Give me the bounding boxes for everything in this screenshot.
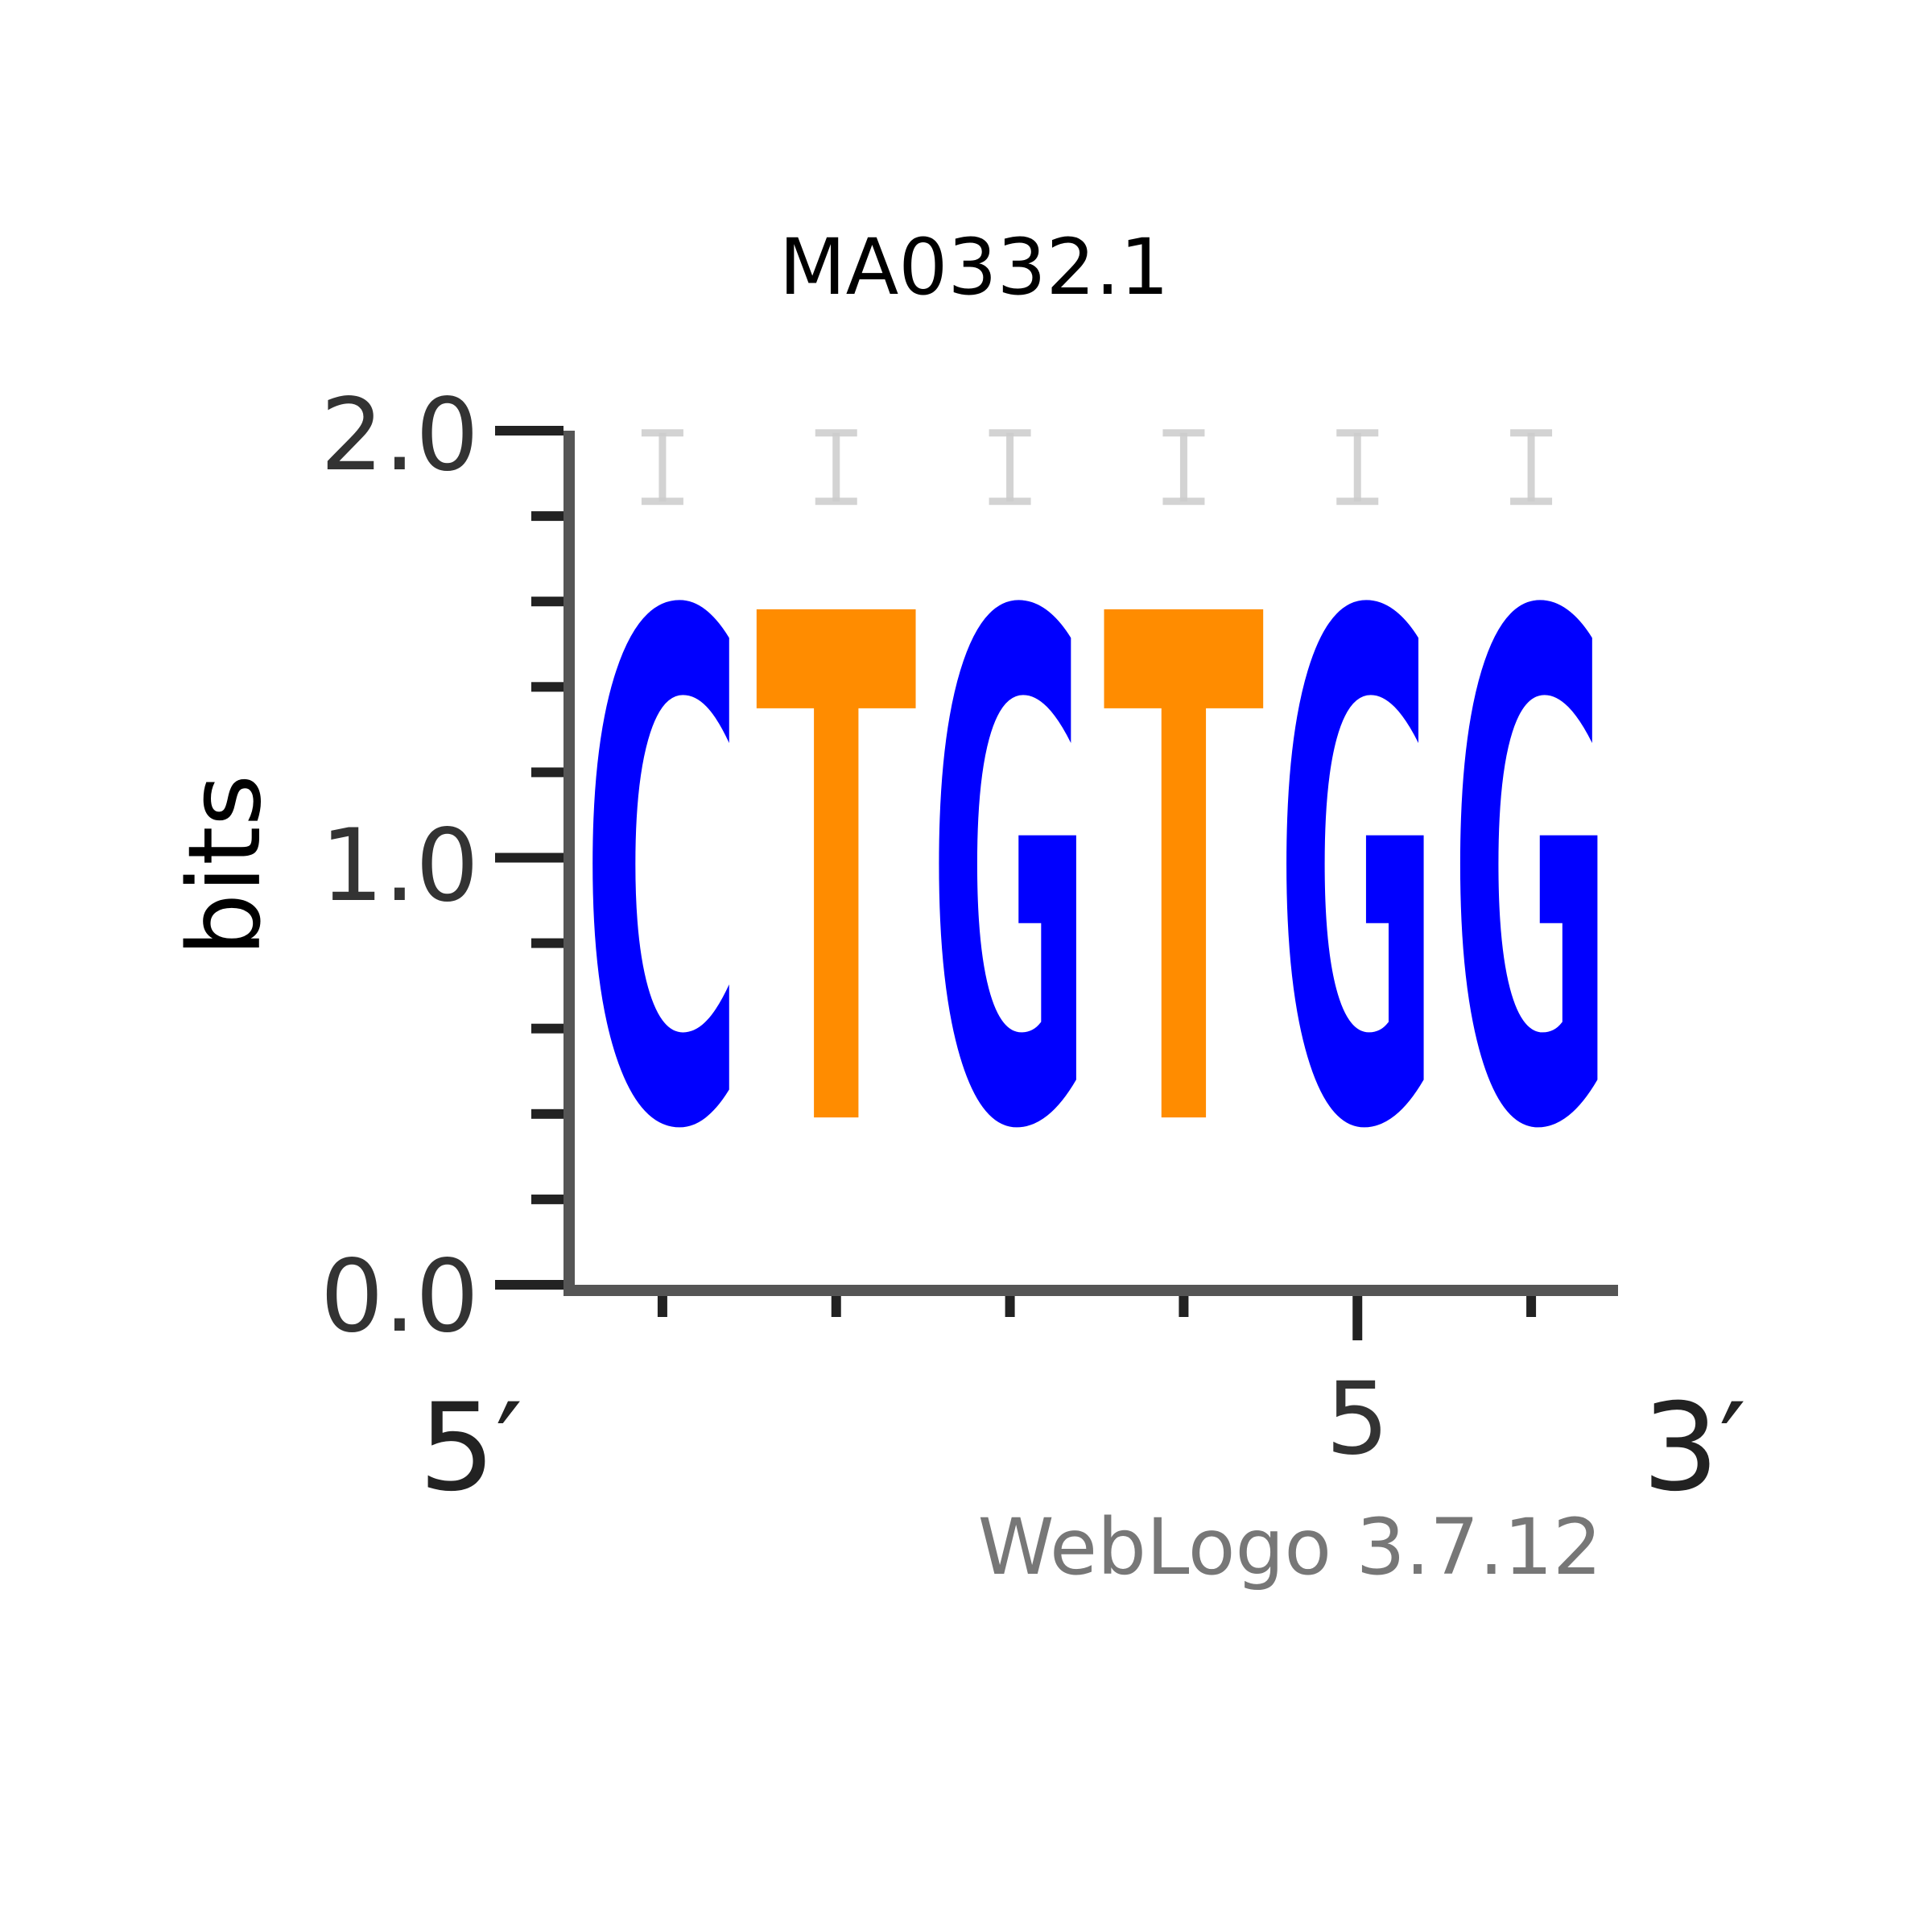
y-tick-1	[531, 1194, 564, 1204]
y-tick-9	[531, 511, 564, 522]
logo-letter-6-G: G	[1451, 471, 1612, 1283]
y-tick-label-0: 0.0	[320, 1239, 479, 1355]
y-tick-6	[531, 767, 564, 778]
x-axis-line	[564, 1285, 1618, 1296]
error-bar-2	[815, 429, 857, 506]
chart-title: MA0332.1	[779, 222, 1169, 312]
y-tick-4	[531, 938, 564, 948]
y-tick-5	[495, 852, 564, 863]
y-tick-0	[495, 1280, 564, 1290]
y-tick-3	[531, 1023, 564, 1034]
y-axis-label: bits	[167, 774, 283, 956]
error-bar-6	[1510, 429, 1553, 506]
three-prime-label: 3′	[1642, 1378, 1747, 1518]
logo-letter-3-G: G	[929, 471, 1091, 1283]
logo-letter-1-C: C	[582, 472, 744, 1282]
logo-letter-4-T: T	[1103, 471, 1265, 1282]
error-bar-4	[1162, 429, 1205, 506]
x-tick-6	[1526, 1296, 1537, 1317]
weblogo-credit: WebLogo 3.7.12	[978, 1502, 1602, 1592]
x-tick-label-5: 5	[1326, 1361, 1389, 1477]
error-bars	[641, 429, 1553, 506]
logo-letter-2-T: T	[755, 471, 918, 1282]
x-tick-4	[1179, 1296, 1189, 1317]
x-tick-2	[831, 1296, 841, 1317]
y-tick-2	[531, 1108, 564, 1119]
y-tick-7	[531, 682, 564, 692]
y-tick-8	[531, 597, 564, 607]
x-tick-3	[1005, 1296, 1015, 1317]
error-bar-5	[1336, 429, 1379, 506]
x-tick-5	[1352, 1296, 1363, 1340]
x-axis-ticks	[657, 1296, 1537, 1340]
error-bar-1	[641, 429, 683, 506]
logo-letter-5-G: G	[1277, 471, 1439, 1283]
y-axis-line	[564, 431, 575, 1296]
x-tick-1	[657, 1296, 667, 1317]
y-axis-ticks	[495, 426, 564, 1290]
error-bar-3	[989, 429, 1031, 506]
y-tick-label-1: 1.0	[320, 808, 479, 924]
y-tick-10	[495, 426, 564, 436]
y-tick-label-2: 2.0	[320, 378, 479, 493]
five-prime-label: 5′	[419, 1378, 523, 1518]
axes	[564, 431, 1618, 1296]
